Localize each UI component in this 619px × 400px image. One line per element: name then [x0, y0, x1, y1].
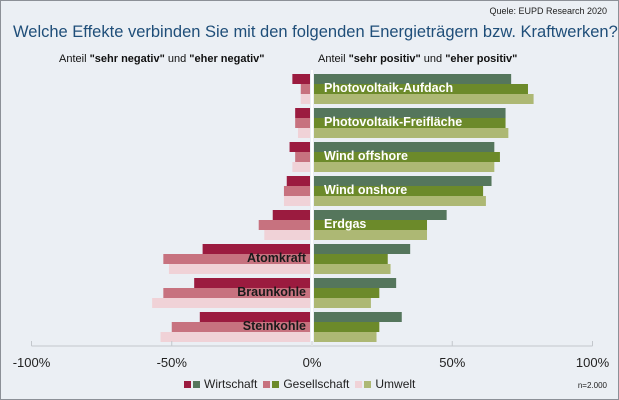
category-label: Photovoltaik-Freifläche: [324, 115, 462, 129]
category-label: Photovoltaik-Aufdach: [324, 81, 453, 95]
source-note: Quele: EUPD Research 2020: [489, 6, 607, 16]
legend-swatch-gesellschaft-neg: [263, 380, 271, 388]
x-tick-label: -100%: [13, 355, 51, 370]
positive-subheading: Anteil "sehr positiv" und "eher positiv": [318, 53, 517, 65]
bar-positive-gesellschaft: [314, 220, 428, 230]
bar-negative-umwelt: [168, 264, 310, 274]
bar-negative-wirtschaft: [286, 176, 310, 186]
category-label: Erdgas: [324, 217, 366, 231]
bar-negative-gesellschaft: [258, 220, 310, 230]
bar-negative-wirtschaft: [292, 74, 310, 84]
bar-negative-gesellschaft: [300, 84, 310, 94]
subhead-term: "eher negativ": [189, 53, 265, 65]
bar-positive-umwelt: [314, 162, 495, 172]
bar-negative-gesellschaft: [163, 288, 310, 298]
subhead-text: und: [164, 53, 190, 65]
chart-title: Welche Effekte verbinden Sie mit den fol…: [13, 23, 618, 41]
category-label: Wind onshore: [324, 183, 407, 197]
negative-subheading: Anteil "sehr negativ" und "eher negativ": [59, 53, 265, 65]
bar-negative-umwelt: [300, 94, 310, 104]
legend-label-gesellschaft: Gesellschaft: [283, 377, 350, 391]
category-label: Atomkraft: [247, 251, 307, 265]
bar-negative-umwelt: [297, 128, 310, 138]
subhead-term: "sehr negativ": [89, 53, 165, 65]
category-label: Wind offshore: [324, 149, 408, 163]
bar-positive-wirtschaft: [314, 278, 397, 288]
bar-positive-wirtschaft: [314, 142, 495, 152]
subhead-term: "sehr positiv": [348, 53, 421, 65]
x-tick-label: 0%: [303, 355, 322, 370]
bar-positive-umwelt: [314, 298, 371, 308]
legend-swatch-umwelt-neg: [355, 380, 363, 388]
bar-negative-umwelt: [264, 230, 310, 240]
legend-label-wirtschaft: Wirtschaft: [204, 377, 258, 391]
bar-positive-gesellschaft: [314, 288, 380, 298]
bar-positive-umwelt: [314, 332, 377, 342]
bar-negative-umwelt: [160, 332, 310, 342]
subhead-text: Anteil: [59, 53, 90, 65]
legend-swatch-wirtschaft-pos: [193, 380, 200, 388]
bar-positive-wirtschaft: [314, 108, 506, 118]
bar-negative-gesellschaft: [283, 186, 310, 196]
bar-positive-umwelt: [314, 94, 534, 104]
bar-positive-umwelt: [314, 128, 509, 138]
bar-positive-wirtschaft: [314, 210, 447, 220]
bar-negative-wirtschaft: [289, 142, 310, 152]
bar-negative-umwelt: [283, 196, 310, 206]
category-label: Braunkohle: [237, 285, 306, 299]
subhead-term: "eher positiv": [445, 53, 518, 65]
legend-swatch-gesellschaft-pos: [272, 380, 280, 388]
bar-positive-wirtschaft: [314, 312, 402, 322]
bar-positive-umwelt: [314, 196, 486, 206]
bar-negative-wirtschaft: [194, 278, 310, 288]
legend-swatch-wirtschaft-neg: [184, 380, 191, 388]
bar-negative-wirtschaft: [272, 210, 310, 220]
bar-positive-gesellschaft: [314, 118, 506, 128]
bar-positive-wirtschaft: [314, 176, 492, 186]
bar-positive-wirtschaft: [314, 244, 411, 254]
bar-negative-gesellschaft: [295, 152, 310, 162]
bar-negative-gesellschaft: [163, 254, 310, 264]
legend-swatch-umwelt-pos: [364, 380, 372, 388]
bar-negative-wirtschaft: [202, 244, 310, 254]
x-tick-label: -50%: [157, 355, 188, 370]
sample-size: n=2.000: [577, 381, 607, 390]
subhead-text: und: [420, 53, 446, 65]
x-tick-label: 100%: [576, 355, 610, 370]
bar-positive-gesellschaft: [314, 152, 500, 162]
bar-positive-umwelt: [314, 264, 391, 274]
x-tick-label: 50%: [439, 355, 465, 370]
legend-label-umwelt: Umwelt: [375, 377, 416, 391]
bar-positive-umwelt: [314, 230, 428, 240]
bar-positive-gesellschaft: [314, 186, 484, 196]
bar-positive-wirtschaft: [314, 74, 512, 84]
bar-negative-umwelt: [152, 298, 310, 308]
subhead-text: Anteil: [318, 53, 349, 65]
bar-positive-gesellschaft: [314, 254, 388, 264]
bar-negative-gesellschaft: [295, 118, 310, 128]
bar-negative-gesellschaft: [171, 322, 310, 332]
bar-negative-wirtschaft: [199, 312, 310, 322]
bar-negative-wirtschaft: [295, 108, 310, 118]
bar-positive-gesellschaft: [314, 84, 528, 94]
bar-negative-umwelt: [292, 162, 310, 172]
legend: Wirtschaft Gesellschaft Umwelt: [184, 377, 421, 391]
bar-positive-gesellschaft: [314, 322, 380, 332]
category-label: Steinkohle: [243, 319, 306, 333]
